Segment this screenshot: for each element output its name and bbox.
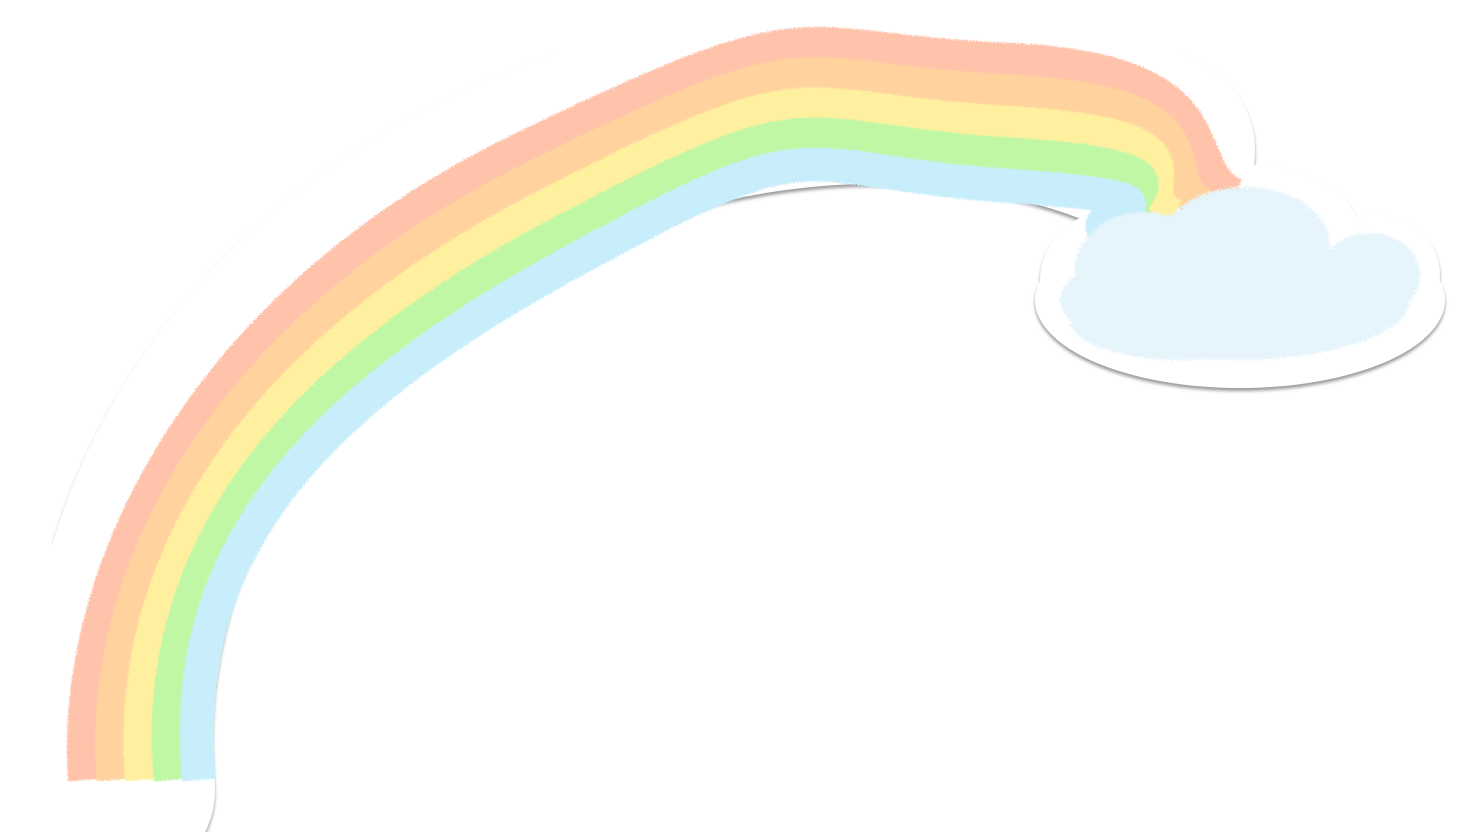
rainbow-bands <box>84 44 1235 780</box>
